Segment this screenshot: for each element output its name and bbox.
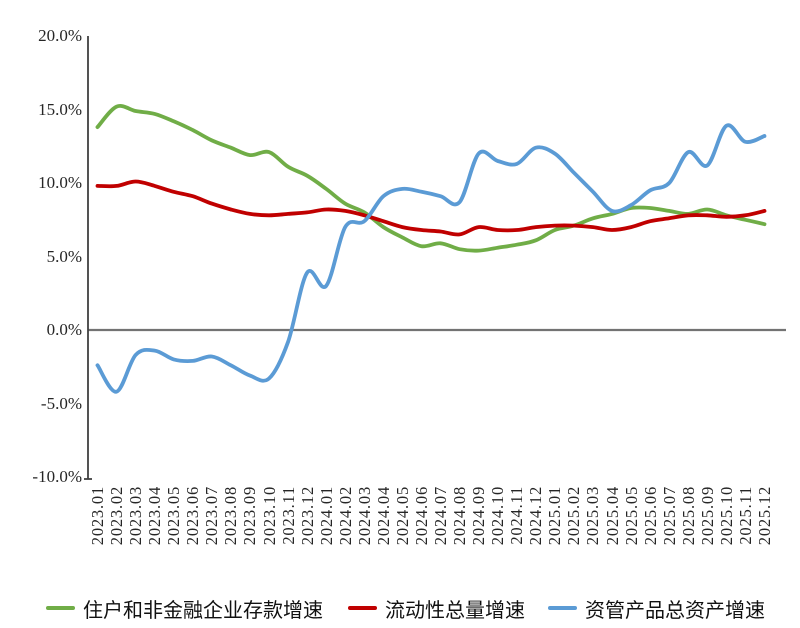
legend-item-aum: 资管产品总资产增速 xyxy=(548,594,765,622)
x-axis-tick-label: 2024.03 xyxy=(354,486,374,546)
x-axis-tick-label: 2023.11 xyxy=(278,486,298,545)
x-axis-tick-label: 2023.09 xyxy=(240,486,260,546)
chart-legend: 住户和非金融企业存款增速 流动性总量增速 资管产品总资产增速 xyxy=(0,594,800,622)
legend-line-swatch-green xyxy=(46,606,75,610)
legend-item-deposits: 住户和非金融企业存款增速 xyxy=(46,594,323,622)
x-axis-tick-label: 2024.04 xyxy=(373,486,393,546)
x-axis-tick-label: 2023.01 xyxy=(88,486,107,546)
x-axis-tick-label: 2023.04 xyxy=(145,486,165,546)
series-line-deposits xyxy=(95,104,767,253)
x-axis-tick-label: 2024.06 xyxy=(411,486,431,546)
y-axis-tick-label: 10.0% xyxy=(38,173,82,192)
series-line-liquidity xyxy=(95,179,767,237)
x-axis-tick-label: 2025.02 xyxy=(564,486,584,546)
x-axis-tick-label: 2025.05 xyxy=(621,486,641,546)
x-axis-tick-label: 2024.05 xyxy=(392,486,412,546)
x-axis-tick-label: 2023.03 xyxy=(126,486,146,546)
x-axis-tick-label: 2025.08 xyxy=(678,486,698,546)
legend-label-liquidity: 流动性总量增速 xyxy=(385,599,525,622)
legend-line-swatch-red xyxy=(348,606,377,610)
legend-label-deposits: 住户和非金融企业存款增速 xyxy=(83,599,323,622)
x-axis-tick-label: 2025.01 xyxy=(545,486,565,546)
x-axis-tick-label: 2023.12 xyxy=(297,486,317,546)
x-axis-tick-label: 2024.01 xyxy=(316,486,336,546)
x-axis-tick-label: 2023.10 xyxy=(259,486,279,546)
x-axis-tick-label: 2025.11 xyxy=(735,486,755,545)
x-axis-tick-label: 2024.07 xyxy=(431,486,451,546)
x-axis-tick-label: 2024.11 xyxy=(507,486,527,545)
x-axis-tick-label: 2023.06 xyxy=(183,486,203,546)
y-axis-tick-label: -5.0% xyxy=(40,393,82,413)
y-axis-tick-label: 5.0% xyxy=(46,246,82,266)
series-line-aum xyxy=(95,123,767,394)
legend-item-liquidity: 流动性总量增速 xyxy=(348,594,525,622)
y-axis-tick-label: -10.0% xyxy=(32,467,82,486)
x-axis-tick-label: 2025.09 xyxy=(697,486,717,546)
y-axis-tick-label: 20.0% xyxy=(38,26,82,45)
x-axis-tick-label: 2025.03 xyxy=(583,486,603,546)
x-axis-tick-label: 2023.05 xyxy=(164,486,184,546)
y-axis-tick-label: 15.0% xyxy=(38,99,82,119)
x-axis-tick-label: 2024.08 xyxy=(450,486,470,546)
legend-label-aum: 资管产品总资产增速 xyxy=(585,599,765,622)
x-axis-tick-label: 2023.02 xyxy=(107,486,127,546)
x-axis-tick-label: 2024.02 xyxy=(335,486,355,546)
x-axis-tick-label: 2024.09 xyxy=(469,486,489,546)
x-axis-tick-label: 2024.10 xyxy=(488,486,508,546)
legend-line-swatch-blue xyxy=(548,606,577,610)
x-axis-tick-label: 2025.12 xyxy=(754,486,774,546)
x-axis-tick-label: 2025.10 xyxy=(716,486,736,546)
x-axis-tick-label: 2024.12 xyxy=(526,486,546,546)
x-axis-tick-label: 2025.06 xyxy=(640,486,660,546)
x-axis-tick-label: 2025.07 xyxy=(659,486,679,546)
y-axis-tick-label: 0.0% xyxy=(46,320,82,339)
x-axis-tick-label: 2023.08 xyxy=(221,486,241,546)
x-axis-tick-label: 2023.07 xyxy=(202,486,222,546)
x-axis-tick-label: 2025.04 xyxy=(602,486,622,546)
